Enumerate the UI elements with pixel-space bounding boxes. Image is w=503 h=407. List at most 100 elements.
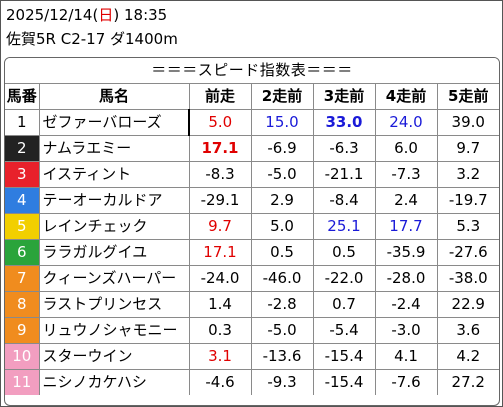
horse-name: ララガルグイユ <box>38 239 190 266</box>
table-header-row: 馬番 馬名 前走 2走前 3走前 4走前 5走前 <box>5 83 499 110</box>
date-time-line: 2025/12/14(日) 18:35 <box>6 6 167 24</box>
speed-index-value: 22.9 <box>436 291 499 318</box>
speed-index-value: 24.0 <box>374 109 438 136</box>
speed-index-table: 馬番 馬名 前走 2走前 3走前 4走前 5走前 1 ゼファーバローズ 5.0 15.… <box>5 83 499 395</box>
col-header-4back: 4走前 <box>374 83 438 110</box>
col-header-3back: 3走前 <box>312 83 376 110</box>
col-header-last: 前走 <box>188 83 252 110</box>
speed-index-value: -6.9 <box>250 135 314 162</box>
speed-index-value: -29.1 <box>188 187 252 214</box>
horse-name: テーオーカルドア <box>38 187 190 214</box>
speed-index-value: -22.0 <box>312 265 376 292</box>
speed-index-value: -38.0 <box>436 265 499 292</box>
horse-name: ナムラエミー <box>38 135 190 162</box>
horse-number: 1 <box>5 109 40 136</box>
speed-index-value: 6.0 <box>374 135 438 162</box>
horse-name: クィーンズハーパー <box>38 265 190 292</box>
horse-name: リュウノシャモニー <box>38 317 190 344</box>
speed-index-value: 5.0 <box>250 213 314 240</box>
speed-index-value: -4.6 <box>188 369 252 395</box>
horse-name: ラストプリンセス <box>38 291 190 318</box>
speed-index-value: 17.7 <box>374 213 438 240</box>
table-row: 4 テーオーカルドア -29.1 2.9 -8.4 2.4 -19.7 <box>5 187 499 214</box>
speed-index-value: 33.0 <box>312 109 376 136</box>
speed-index-value: -8.3 <box>188 161 252 188</box>
horse-number: 5 <box>5 213 40 240</box>
weekday-close: ) <box>113 6 120 24</box>
speed-index-value: -3.0 <box>374 317 438 344</box>
speed-index-value: 39.0 <box>436 109 499 136</box>
speed-index-value: 0.7 <box>312 291 376 318</box>
speed-index-value: -7.6 <box>374 369 438 395</box>
horse-number: 4 <box>5 187 40 214</box>
speed-index-value: -35.9 <box>374 239 438 266</box>
speed-index-value: -28.0 <box>374 265 438 292</box>
speed-index-value: -9.3 <box>250 369 314 395</box>
horse-name: ゼファーバローズ <box>38 109 190 136</box>
speed-index-value: 4.1 <box>374 343 438 370</box>
race-info: 佐賀5R C2-17 ダ1400m <box>6 30 178 48</box>
speed-index-value: -7.3 <box>374 161 438 188</box>
table-row: 9 リュウノシャモニー 0.3 -5.0 -5.4 -3.0 3.6 <box>5 317 499 344</box>
speed-index-value: 2.4 <box>374 187 438 214</box>
horse-number: 7 <box>5 265 40 292</box>
panel-title: ＝＝＝スピード指数表＝＝＝ <box>5 58 499 83</box>
speed-index-value: 5.0 <box>188 109 252 136</box>
table-row: 7 クィーンズハーパー -24.0 -46.0 -22.0 -28.0 -38.0 <box>5 265 499 292</box>
speed-index-value: 0.3 <box>188 317 252 344</box>
horse-name: ニシノカケハシ <box>38 369 190 395</box>
horse-name: スターウイン <box>38 343 190 370</box>
horse-number: 9 <box>5 317 40 344</box>
speed-index-value: -5.4 <box>312 317 376 344</box>
table-row: 8 ラストプリンセス 1.4 -2.8 0.7 -2.4 22.9 <box>5 291 499 318</box>
speed-index-value: 9.7 <box>436 135 499 162</box>
col-header-number: 馬番 <box>5 83 40 110</box>
col-header-name: 馬名 <box>38 83 190 110</box>
speed-index-value: -15.4 <box>312 343 376 370</box>
race-time: 18:35 <box>123 6 168 24</box>
speed-index-value: 0.5 <box>250 239 314 266</box>
speed-index-value: 27.2 <box>436 369 499 395</box>
speed-index-value: 3.1 <box>188 343 252 370</box>
speed-index-value: -46.0 <box>250 265 314 292</box>
speed-index-value: -2.4 <box>374 291 438 318</box>
speed-index-value: -8.4 <box>312 187 376 214</box>
speed-index-value: -15.4 <box>312 369 376 395</box>
speed-index-value: -6.3 <box>312 135 376 162</box>
speed-index-value: -5.0 <box>250 161 314 188</box>
horse-number: 2 <box>5 135 40 162</box>
speed-index-value: 5.3 <box>436 213 499 240</box>
col-header-2back: 2走前 <box>250 83 314 110</box>
speed-index-value: 3.6 <box>436 317 499 344</box>
speed-index-value: 17.1 <box>188 239 252 266</box>
speed-index-value: -19.7 <box>436 187 499 214</box>
horse-number: 6 <box>5 239 40 266</box>
table-row: 2 ナムラエミー 17.1 -6.9 -6.3 6.0 9.7 <box>5 135 499 162</box>
race-date: 2025/12/14 <box>6 6 93 24</box>
speed-index-value: 9.7 <box>188 213 252 240</box>
speed-index-value: -27.6 <box>436 239 499 266</box>
horse-number: 10 <box>5 343 40 370</box>
speed-index-value: -21.1 <box>312 161 376 188</box>
speed-index-value: 2.9 <box>250 187 314 214</box>
speed-index-value: -24.0 <box>188 265 252 292</box>
horse-number: 3 <box>5 161 40 188</box>
speed-index-value: 1.4 <box>188 291 252 318</box>
speed-index-value: 17.1 <box>188 135 252 162</box>
horse-number: 11 <box>5 369 40 395</box>
table-row: 11 ニシノカケハシ -4.6 -9.3 -15.4 -7.6 27.2 <box>5 369 499 395</box>
speed-index-value: 3.2 <box>436 161 499 188</box>
horse-name: レインチェック <box>38 213 190 240</box>
horse-name: イスティント <box>38 161 190 188</box>
table-row: 6 ララガルグイユ 17.1 0.5 0.5 -35.9 -27.6 <box>5 239 499 266</box>
col-header-5back: 5走前 <box>436 83 499 110</box>
speed-index-value: 15.0 <box>250 109 314 136</box>
table-row: 5 レインチェック 9.7 5.0 25.1 17.7 5.3 <box>5 213 499 240</box>
table-row: 3 イスティント -8.3 -5.0 -21.1 -7.3 3.2 <box>5 161 499 188</box>
speed-index-panel: ＝＝＝スピード指数表＝＝＝ 馬番 馬名 前走 2走前 3走前 4走前 <box>4 57 500 406</box>
speed-index-value: 0.5 <box>312 239 376 266</box>
table-row: 1 ゼファーバローズ 5.0 15.0 33.0 24.0 39.0 <box>5 109 499 136</box>
table-row: 10 スターウイン 3.1 -13.6 -15.4 4.1 4.2 <box>5 343 499 370</box>
horse-number: 8 <box>5 291 40 318</box>
weekday-open: ( <box>92 6 99 24</box>
